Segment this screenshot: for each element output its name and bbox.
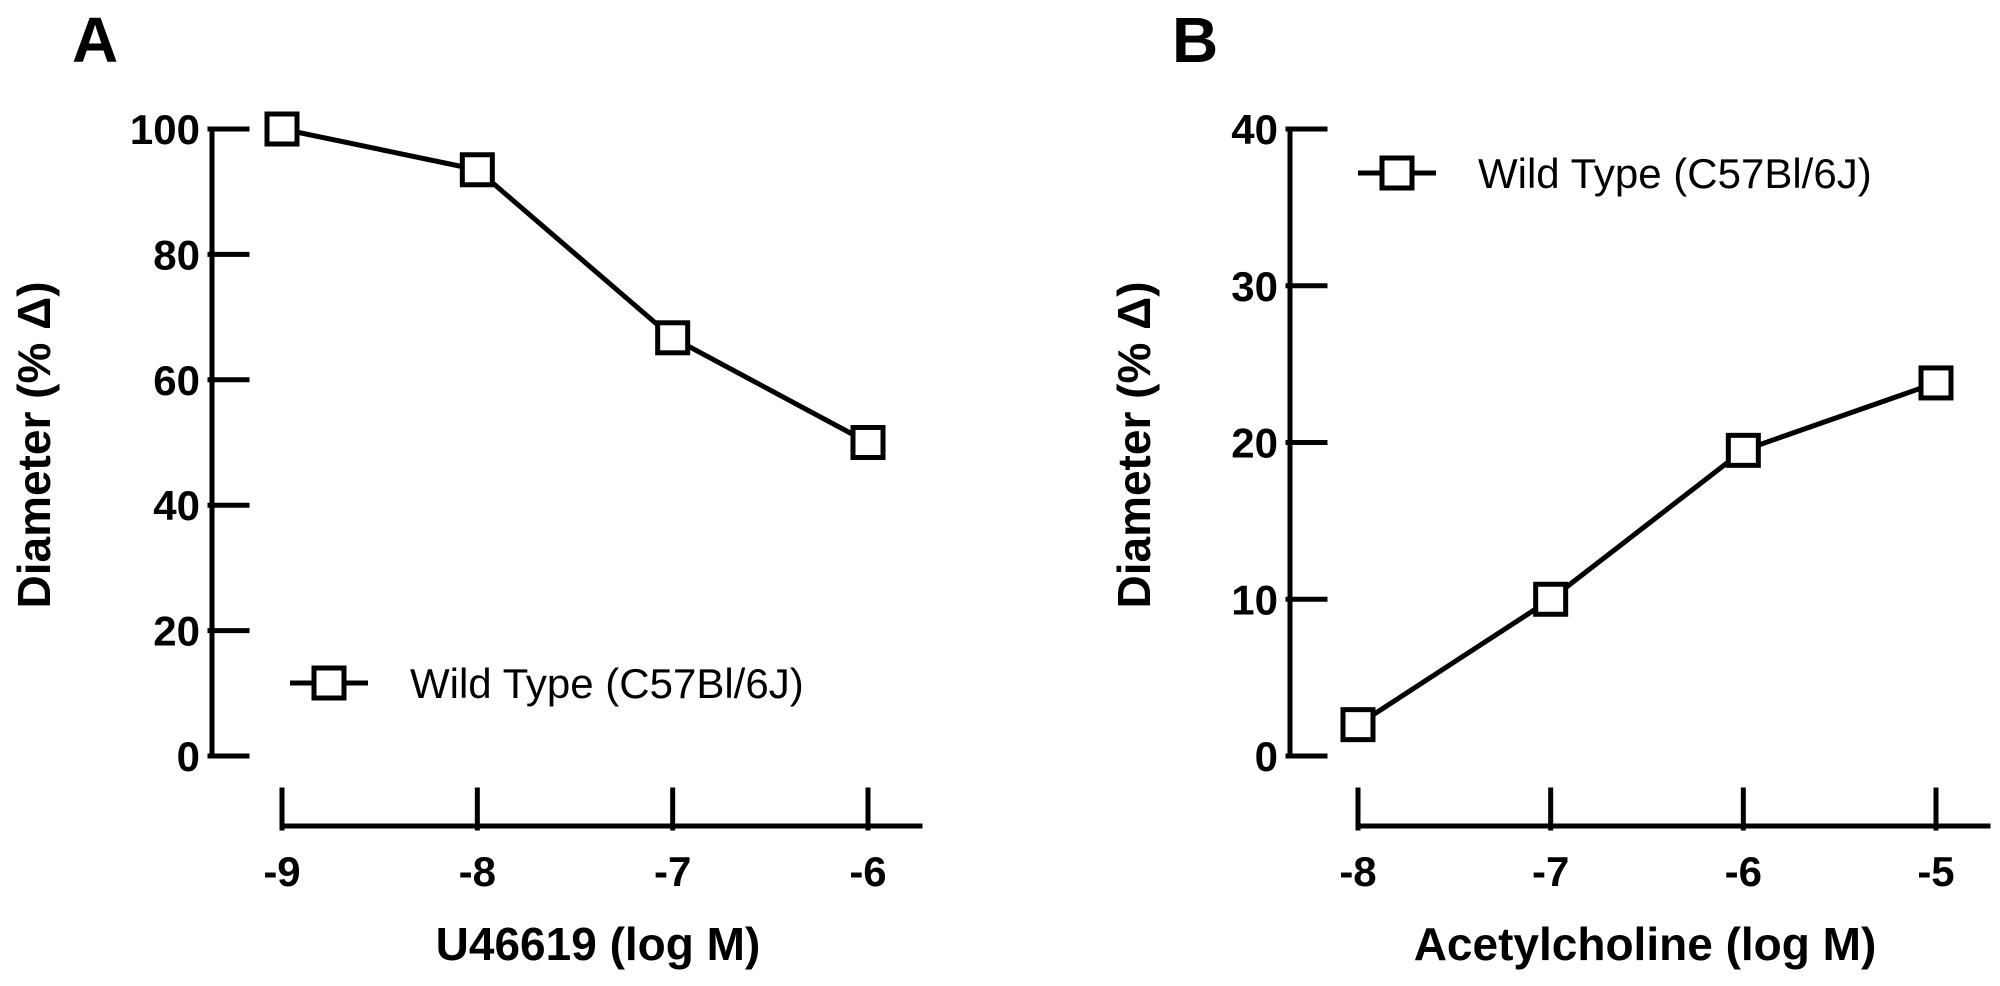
panel-a-legend-marker [311,665,347,701]
panel-a-x-tick-label: -8 [459,848,496,895]
panel-a-y-tick-label: 80 [153,231,200,278]
panel-b-data-point [1918,365,1954,401]
panel-b-data-point [1533,581,1569,617]
panel-b-legend-label: Wild Type (C57Bl/6J) [1478,150,1872,197]
panel-a-x-tick-label: -9 [263,848,300,895]
panel-a-y-tick-label: 100 [130,106,200,153]
panel-a-y-ticks: 0 20 40 60 80 100 [130,106,250,780]
panel-b-x-axis-title: Acetylcholine (log M) [1414,918,1877,970]
panel-a-legend: Wild Type (C57Bl/6J) [290,660,804,707]
panel-b-series-line [1356,380,1937,727]
panel-a-x-axis-title: U46619 (log M) [436,918,761,970]
panel-b-x-ticks: -8 -7 -6 -5 [1339,787,1955,895]
panel-b-data-point [1340,707,1376,743]
panel-a-data-point [459,152,495,188]
panel-a-y-tick-label: 60 [153,357,200,404]
panel-b-y-axis-title: Diameter (% Δ) [1108,281,1160,608]
panel-a-y-tick-label: 40 [153,482,200,529]
panel-a-y-tick-label: 20 [153,608,200,655]
panel-b-legend: Wild Type (C57Bl/6J) [1358,150,1872,197]
panel-b-y-tick-label: 0 [1255,733,1278,780]
panel-b-x-tick-label: -7 [1532,848,1569,895]
panel-b-y-tick-label: 30 [1231,263,1278,310]
panel-a-x-tick-label: -6 [849,848,886,895]
panel-a-data-point [264,111,300,147]
panel-b-legend-marker [1379,155,1415,191]
panel-a-x-ticks: -9 -8 -7 -6 [263,787,887,895]
panel-b-x-tick-label: -6 [1725,848,1762,895]
panel-a-y-axis-title: Diameter (% Δ) [8,281,60,608]
panel-b: B 0 10 20 30 40 -8 -7 -6 -5 Diameter (% Δ) Acet… [1108,4,1991,970]
panel-a-legend-label: Wild Type (C57Bl/6J) [410,660,804,707]
panel-a: A 0 20 40 60 80 100 -9 -8 -7 -6 Diameter (% Δ) U… [8,4,923,970]
panel-a-letter: A [72,4,118,76]
panel-b-series [1340,365,1954,743]
panel-b-y-tick-label: 10 [1231,576,1278,623]
panel-b-letter: B [1172,4,1218,76]
panel-a-data-point [655,320,691,356]
panel-b-y-tick-label: 20 [1231,420,1278,467]
panel-a-series [264,111,886,460]
panel-a-data-point [850,425,886,460]
panel-b-x-tick-label: -5 [1917,848,1954,895]
panel-b-y-tick-label: 40 [1231,106,1278,153]
panel-a-y-tick-label: 0 [177,733,200,780]
panel-b-y-ticks: 0 10 20 30 40 [1231,106,1328,780]
panel-b-data-point [1725,432,1761,468]
panel-a-x-tick-label: -7 [654,848,691,895]
panel-a-series-line [281,126,870,445]
panel-b-x-tick-label: -8 [1339,848,1376,895]
